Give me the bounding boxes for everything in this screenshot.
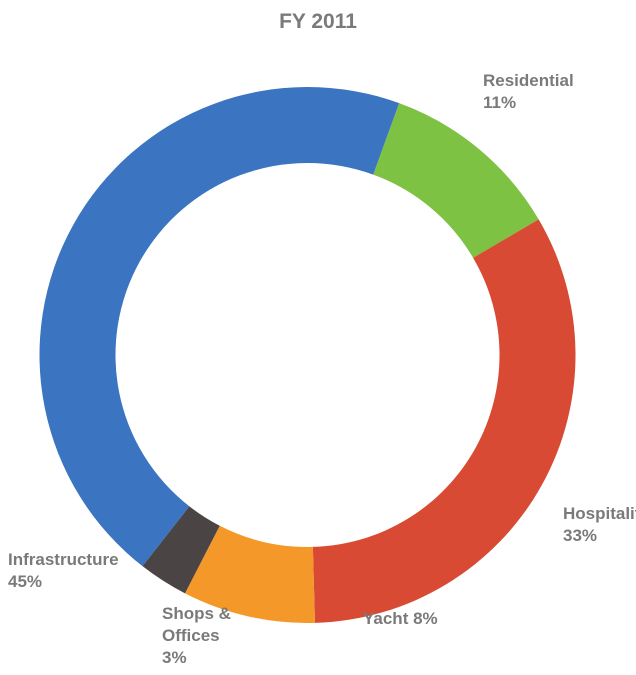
slice-label: Infrastructure 45%: [8, 549, 138, 593]
category-label: Shops & Offices: [162, 604, 231, 645]
category-label: Residential: [483, 71, 574, 90]
slice-label: Residential 11%: [483, 70, 603, 114]
donut-slice: [312, 219, 576, 623]
value-label: 3%: [162, 648, 187, 667]
value-label: 45%: [8, 572, 43, 591]
value-label: 11%: [483, 93, 517, 112]
slice-label: Hospitality 33%: [563, 503, 636, 547]
donut-slice: [373, 103, 539, 258]
category-label: Yacht: [363, 609, 409, 628]
donut-slice: [142, 506, 220, 594]
category-label: Infrastructure: [8, 550, 119, 569]
slice-label: Shops & Offices 3%: [162, 603, 242, 669]
donut-slice: [184, 525, 315, 623]
value-label: 8%: [413, 609, 438, 628]
category-label: Hospitality: [563, 504, 636, 523]
slice-label: Yacht 8%: [363, 608, 483, 630]
value-label: 33%: [563, 526, 598, 545]
chart-title: FY 2011: [279, 10, 357, 33]
donut-slice: [39, 86, 400, 567]
